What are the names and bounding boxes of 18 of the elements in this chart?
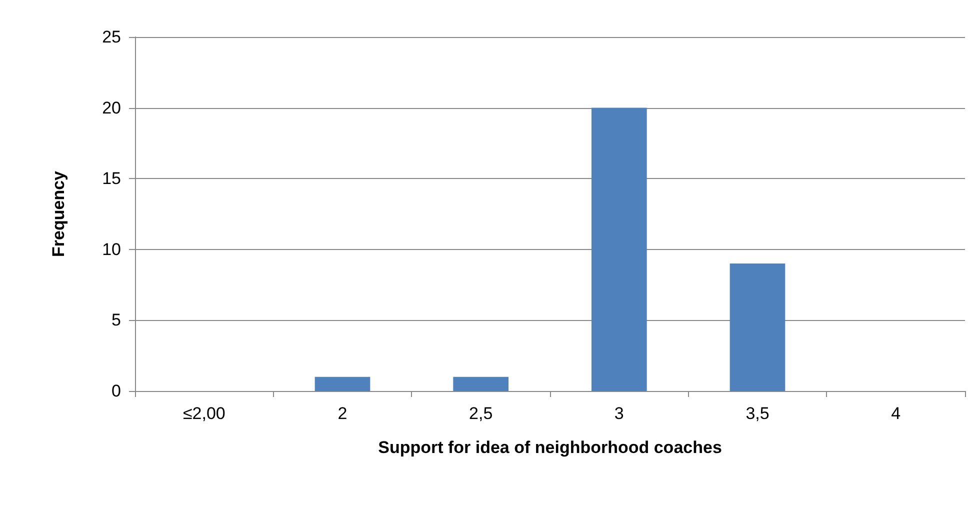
x-tick-label: ≤2,00 <box>182 404 226 423</box>
bar <box>592 108 647 391</box>
x-tick-label: 3 <box>614 404 624 423</box>
y-tick-label: 20 <box>102 98 121 118</box>
x-tick-label: 2,5 <box>469 404 493 423</box>
x-tick-label: 2 <box>338 404 348 423</box>
y-axis-title: Frequency <box>49 170 68 257</box>
y-tick-label: 5 <box>112 310 121 330</box>
bar <box>730 264 786 391</box>
y-tick-label: 0 <box>112 382 121 400</box>
y-tick-label: 10 <box>102 240 121 259</box>
x-axis-title: Support for idea of neighborhood coaches <box>378 438 722 457</box>
y-tick-label: 25 <box>102 28 121 46</box>
x-tick-label: 4 <box>891 404 901 423</box>
x-tick-label: 3,5 <box>746 404 770 423</box>
bar <box>453 376 508 391</box>
bar <box>314 376 370 391</box>
y-tick-label: 15 <box>102 169 121 188</box>
